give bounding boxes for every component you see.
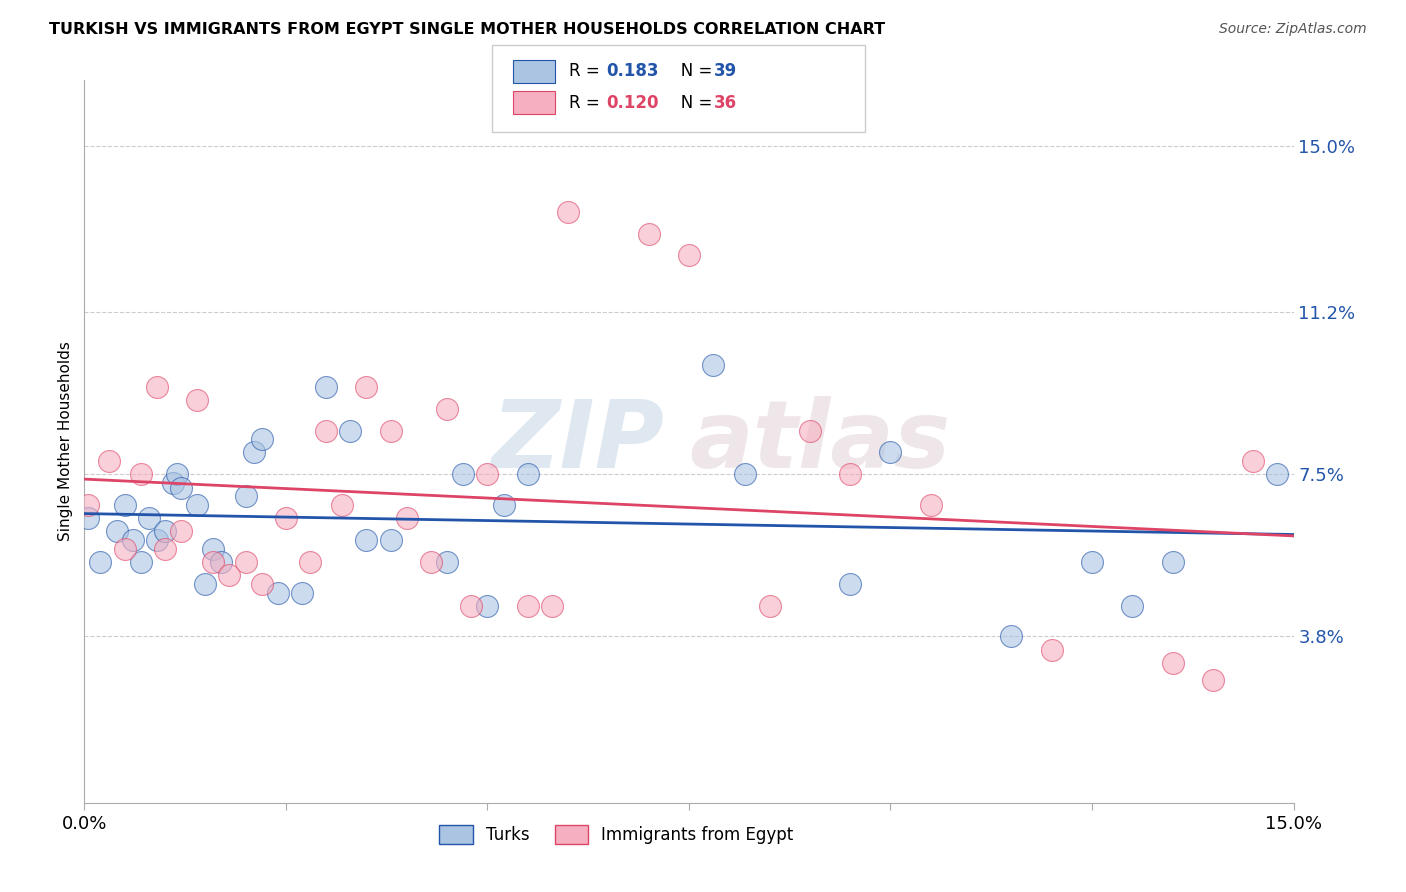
Text: N =: N = bbox=[665, 62, 717, 80]
Point bbox=[541, 599, 564, 613]
Point bbox=[516, 599, 538, 613]
Point bbox=[1241, 454, 1264, 468]
Point bbox=[218, 568, 240, 582]
Point bbox=[1040, 642, 1063, 657]
Point bbox=[202, 541, 225, 556]
Point bbox=[315, 424, 337, 438]
Point bbox=[114, 498, 136, 512]
Point bbox=[291, 585, 314, 599]
Text: Source: ZipAtlas.com: Source: ZipAtlas.com bbox=[1219, 22, 1367, 37]
Point bbox=[1121, 599, 1143, 613]
Point bbox=[380, 533, 402, 547]
Point bbox=[209, 555, 232, 569]
Point bbox=[170, 481, 193, 495]
Point bbox=[235, 555, 257, 569]
Point bbox=[492, 498, 515, 512]
Text: 0.183: 0.183 bbox=[606, 62, 658, 80]
Point bbox=[121, 533, 143, 547]
Point bbox=[839, 577, 862, 591]
Point bbox=[114, 541, 136, 556]
Point bbox=[678, 248, 700, 262]
Point bbox=[194, 577, 217, 591]
Point bbox=[242, 445, 264, 459]
Point bbox=[153, 541, 176, 556]
Point bbox=[315, 380, 337, 394]
Point bbox=[839, 467, 862, 482]
Point bbox=[250, 577, 273, 591]
Point bbox=[1267, 467, 1289, 482]
Point bbox=[460, 599, 482, 613]
Point bbox=[420, 555, 443, 569]
Text: N =: N = bbox=[665, 94, 717, 112]
Point bbox=[920, 498, 942, 512]
Text: atlas: atlas bbox=[689, 395, 950, 488]
Point bbox=[436, 555, 458, 569]
Text: 36: 36 bbox=[714, 94, 737, 112]
Point bbox=[250, 433, 273, 447]
Point bbox=[1000, 629, 1022, 643]
Point bbox=[477, 599, 499, 613]
Text: ZIP: ZIP bbox=[492, 395, 665, 488]
Point bbox=[516, 467, 538, 482]
Point bbox=[1161, 555, 1184, 569]
Point bbox=[339, 424, 361, 438]
Text: TURKISH VS IMMIGRANTS FROM EGYPT SINGLE MOTHER HOUSEHOLDS CORRELATION CHART: TURKISH VS IMMIGRANTS FROM EGYPT SINGLE … bbox=[49, 22, 886, 37]
Point bbox=[557, 204, 579, 219]
Text: R =: R = bbox=[569, 94, 606, 112]
Point bbox=[477, 467, 499, 482]
Point bbox=[89, 555, 111, 569]
Point bbox=[1202, 673, 1225, 688]
Point bbox=[138, 511, 160, 525]
Point bbox=[734, 467, 756, 482]
Point bbox=[299, 555, 322, 569]
Legend: Turks, Immigrants from Egypt: Turks, Immigrants from Egypt bbox=[433, 818, 800, 851]
Point bbox=[170, 524, 193, 539]
Point bbox=[451, 467, 474, 482]
Point bbox=[105, 524, 128, 539]
Point bbox=[799, 424, 821, 438]
Point bbox=[235, 489, 257, 503]
Text: 0.120: 0.120 bbox=[606, 94, 658, 112]
Point bbox=[129, 467, 152, 482]
Point bbox=[274, 511, 297, 525]
Point bbox=[436, 401, 458, 416]
Point bbox=[380, 424, 402, 438]
Point bbox=[166, 467, 188, 482]
Point bbox=[77, 511, 100, 525]
Point bbox=[267, 585, 290, 599]
Point bbox=[129, 555, 152, 569]
Point bbox=[637, 227, 659, 241]
Point bbox=[356, 380, 378, 394]
Point bbox=[879, 445, 901, 459]
Point bbox=[77, 498, 100, 512]
Point bbox=[97, 454, 120, 468]
Point bbox=[186, 498, 208, 512]
Point bbox=[162, 476, 184, 491]
Point bbox=[202, 555, 225, 569]
Point bbox=[186, 392, 208, 407]
Point bbox=[758, 599, 780, 613]
Y-axis label: Single Mother Households: Single Mother Households bbox=[58, 342, 73, 541]
Point bbox=[146, 380, 169, 394]
Point bbox=[356, 533, 378, 547]
Point bbox=[1081, 555, 1104, 569]
Text: 39: 39 bbox=[714, 62, 738, 80]
Point bbox=[395, 511, 418, 525]
Text: R =: R = bbox=[569, 62, 606, 80]
Point bbox=[1161, 656, 1184, 670]
Point bbox=[330, 498, 353, 512]
Point bbox=[146, 533, 169, 547]
Point bbox=[153, 524, 176, 539]
Point bbox=[702, 358, 724, 372]
